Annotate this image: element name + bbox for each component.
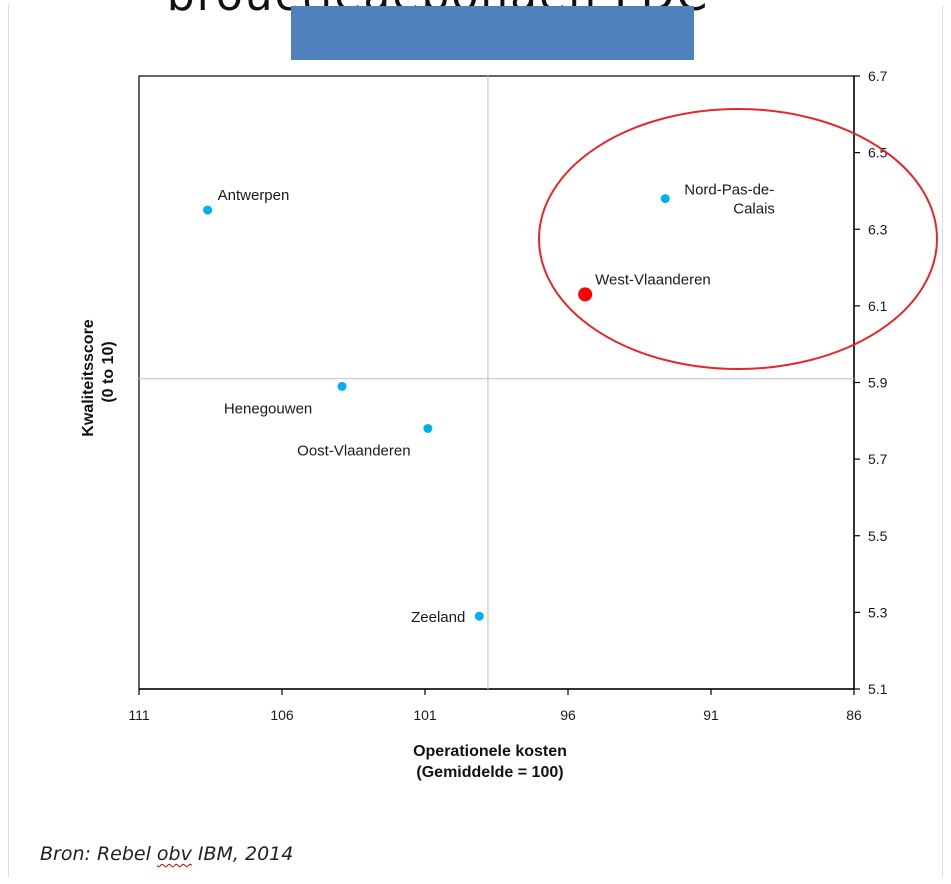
point-label: Nord-Pas-de-Calais [684, 182, 775, 218]
data-point [423, 423, 433, 433]
point-label: West-Vlaanderen [595, 271, 711, 288]
data-point-highlighted [578, 287, 593, 302]
data-point [660, 194, 670, 204]
y-tick-label: 5.9 [868, 375, 888, 391]
x-tick-label: 111 [128, 707, 149, 723]
x-tick-label: 106 [270, 707, 294, 723]
x-tick-label: 96 [560, 707, 576, 723]
data-point [203, 205, 213, 215]
point-label: Oost-Vlaanderen [297, 442, 410, 459]
annotation-layer [538, 108, 938, 370]
point-label: Henegouwen [224, 400, 312, 417]
point-label: Zeeland [411, 609, 465, 626]
data-points [203, 194, 670, 621]
point-labels: Antwerpen Nord-Pas-de-Calais West-Vlaander… [218, 182, 775, 627]
y-tick-label: 6.3 [868, 221, 888, 237]
plot-area-border [138, 75, 855, 690]
title-color-bar [291, 6, 694, 60]
x-tick-label: 101 [413, 707, 437, 723]
reference-lines [139, 76, 854, 689]
point-label: Antwerpen [218, 187, 290, 204]
y-tick-label: 5.3 [868, 604, 888, 620]
x-tick-label: 91 [703, 707, 719, 723]
y-tick-label: 5.5 [868, 528, 888, 544]
x-tick-label: 86 [846, 707, 862, 723]
axis-titles: Operationele kosten (Gemiddelde = 100) Kwa… [80, 319, 567, 781]
source-suffix: IBM, 2014 [191, 843, 294, 865]
data-point [337, 381, 347, 391]
highlight-ellipse [538, 108, 938, 370]
x-axis-title-line1: Operationele kosten [413, 743, 567, 760]
slide-frame [8, 5, 943, 877]
y-tick-label: 5.7 [868, 451, 888, 467]
source-prefix: Bron: Rebel [40, 843, 157, 865]
y-tick-label: 6.7 [868, 68, 888, 84]
source-note: Bron: Rebel obv IBM, 2014 [40, 843, 293, 865]
chart-axes [138, 75, 860, 695]
data-point [474, 611, 484, 621]
source-misspelled-word: obv [156, 843, 192, 865]
y-tick-label: 5.1 [868, 681, 888, 697]
y-axis-title-line1: Kwaliteitsscore [80, 319, 97, 436]
tick-labels: 111 106 101 96 91 865.15.35.55.75.96.16.36.56… [128, 68, 887, 723]
x-axis-title-line2: (Gemiddelde = 100) [416, 764, 563, 781]
y-axis-title-line2: (0 to 10) [100, 341, 117, 402]
y-tick-label: 6.1 [868, 298, 888, 314]
